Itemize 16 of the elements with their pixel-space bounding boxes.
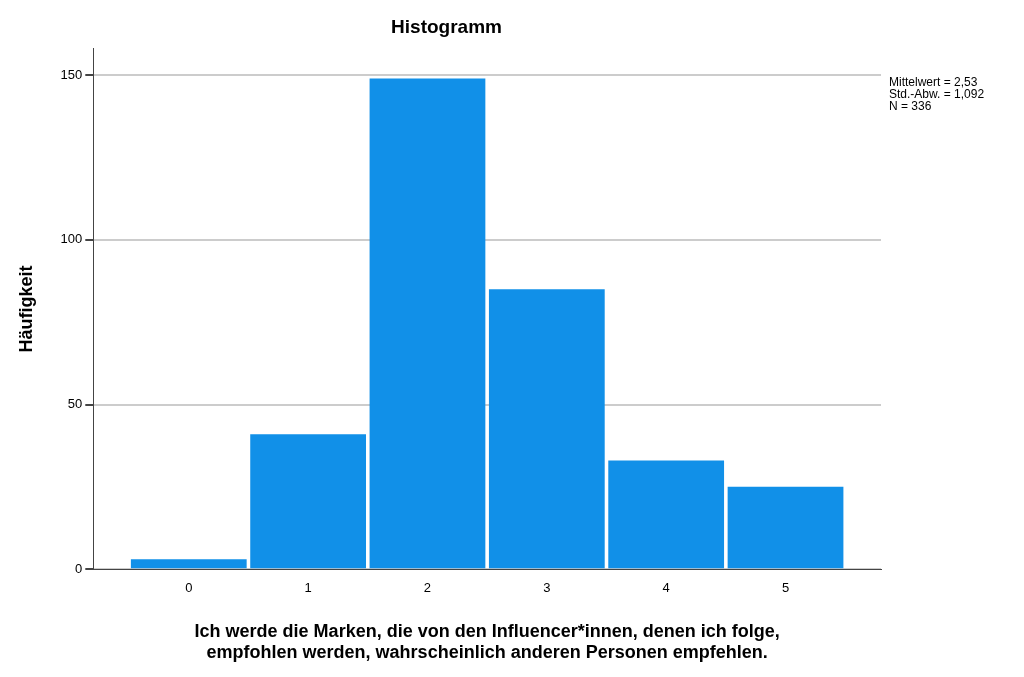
x-tick-label: 2 (423, 579, 432, 595)
y-axis-title: Häufigkeit (15, 265, 36, 353)
text: Mittelwert = 2,53 (889, 75, 978, 90)
text: Std.-Abw. = 1,092 (889, 87, 985, 102)
x-tick-label: 5 (781, 579, 790, 595)
x-tick-label: 3 (543, 579, 551, 595)
x-tick-label: 4 (662, 579, 670, 595)
y-tick-label: 100 (60, 231, 83, 247)
y-tick-label: 0 (75, 560, 83, 576)
y-tick-label: 150 (60, 66, 83, 82)
text: N = 336 (889, 99, 932, 114)
chart-title: Histogramm (391, 15, 502, 37)
x-axis-title: Ich werde die Marken, die von den Influencer*innen, denen ich folge, empfohlen werden, wahrscheinlich anderen Personen empfehlen. (194, 620, 780, 663)
x-tick-label: 0 (185, 579, 193, 595)
y-tick-label: 50 (67, 396, 83, 412)
x-tick-label: 1 (304, 579, 312, 595)
